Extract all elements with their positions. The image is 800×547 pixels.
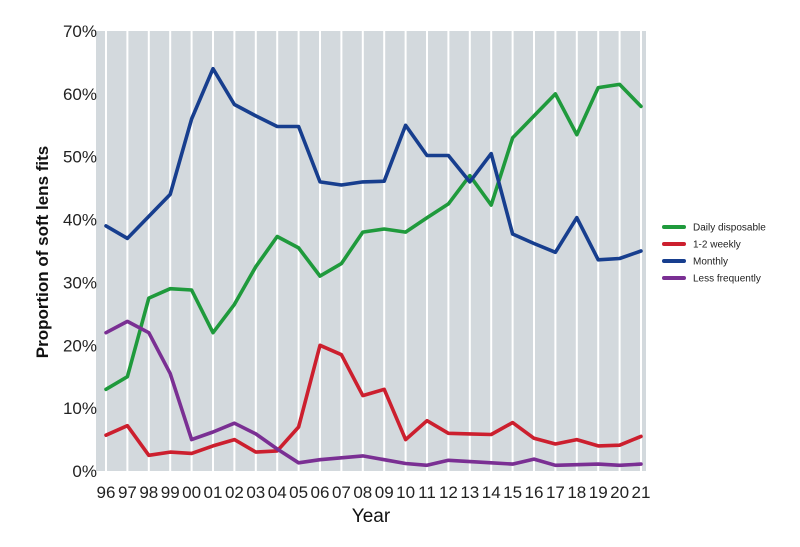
y-tick-label: 50% xyxy=(63,148,97,167)
y-tick-label: 10% xyxy=(63,399,97,418)
x-tick-label: 16 xyxy=(525,483,544,502)
legend-label: Daily disposable xyxy=(693,223,766,234)
x-tick-label: 18 xyxy=(567,483,586,502)
series-lines xyxy=(104,66,643,468)
y-tick-label: 20% xyxy=(63,336,97,355)
x-axis-title: Year xyxy=(352,506,391,527)
x-tick-label: 98 xyxy=(139,483,158,502)
y-tick-label: 30% xyxy=(63,273,97,292)
x-tick-label: 14 xyxy=(482,483,501,502)
series-line-less-frequently xyxy=(104,319,643,468)
x-tick-label: 99 xyxy=(161,483,180,502)
x-tick-label: 07 xyxy=(332,483,351,502)
y-tick-label: 60% xyxy=(63,85,97,104)
x-tick-label: 11 xyxy=(418,483,436,502)
x-tick-label: 21 xyxy=(632,483,651,502)
x-tick-label: 04 xyxy=(268,483,287,502)
legend-label: Monthly xyxy=(693,257,728,268)
y-tick-labels: 0% 10% 20% 30% 40% 50% 60% 70% xyxy=(63,22,97,481)
legend: Daily disposable 1-2 weekly Monthly Less fr… xyxy=(662,223,766,285)
x-tick-label: 00 xyxy=(182,483,201,502)
x-tick-label: 09 xyxy=(375,483,394,502)
y-tick-label: 70% xyxy=(63,22,97,41)
legend-label: 1-2 weekly xyxy=(693,240,741,251)
x-tick-label: 03 xyxy=(246,483,265,502)
series-line-monthly xyxy=(104,66,643,262)
x-tick-label: 17 xyxy=(546,483,565,502)
legend-label: Less frequently xyxy=(693,274,761,285)
x-tick-label: 96 xyxy=(97,483,116,502)
x-tick-label: 02 xyxy=(225,483,244,502)
x-tick-label: 01 xyxy=(204,483,223,502)
x-tick-labels: 96 97 98 99 00 01 02 03 04 05 06 07 08 09 10 11 12 13 14 15… xyxy=(97,483,651,502)
x-tick-label: 06 xyxy=(311,483,330,502)
x-tick-label: 20 xyxy=(610,483,629,502)
y-tick-label: 40% xyxy=(63,211,97,230)
x-tick-label: 97 xyxy=(118,483,137,502)
y-axis-title: Proportion of soft lens fits xyxy=(33,146,52,359)
x-tick-label: 08 xyxy=(353,483,372,502)
x-tick-label: 19 xyxy=(589,483,608,502)
y-tick-label: 0% xyxy=(72,462,97,481)
x-tick-label: 12 xyxy=(439,483,458,502)
x-tick-label: 10 xyxy=(396,483,415,502)
x-tick-label: 13 xyxy=(460,483,479,502)
series-line-1-2-weekly xyxy=(104,343,643,458)
series-line-daily-disposable xyxy=(104,82,643,392)
x-tick-label: 05 xyxy=(289,483,308,502)
x-tick-label: 15 xyxy=(503,483,522,502)
